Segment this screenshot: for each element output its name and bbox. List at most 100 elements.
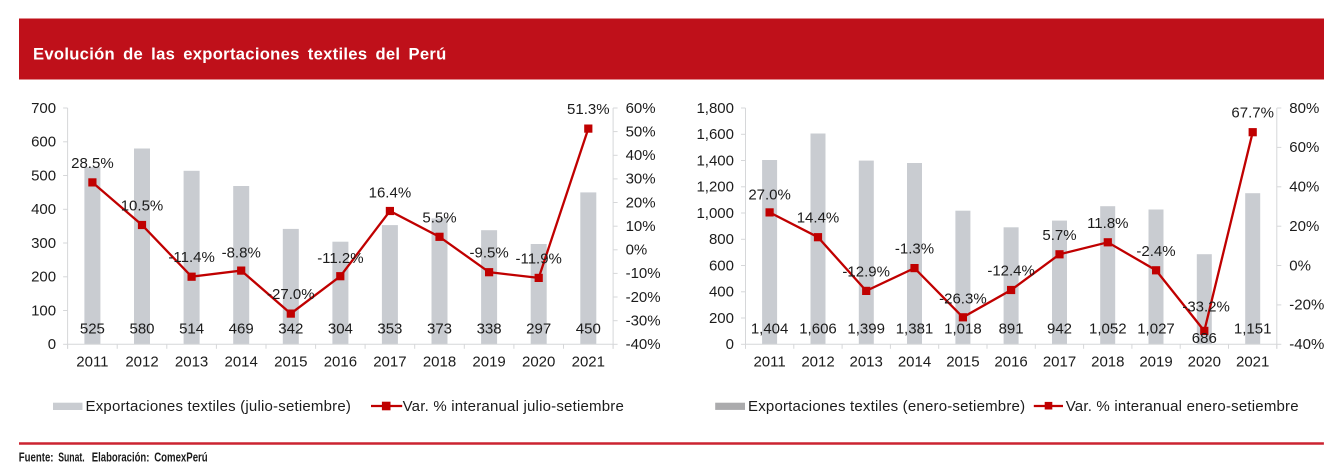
svg-text:30%: 30% [626,171,656,188]
svg-text:16.4%: 16.4% [369,185,412,202]
svg-text:1,018: 1,018 [944,321,982,338]
svg-text:Var. % interanual julio-setiem: Var. % interanual julio-setiembre [403,398,624,415]
svg-text:2017: 2017 [1043,354,1076,371]
svg-text:40%: 40% [626,147,656,164]
svg-text:50%: 50% [626,123,656,140]
svg-text:200: 200 [709,310,734,327]
svg-text:2020: 2020 [522,354,555,371]
svg-text:2013: 2013 [850,354,883,371]
svg-text:304: 304 [328,321,353,338]
svg-text:-12.9%: -12.9% [842,263,890,280]
svg-text:2017: 2017 [373,354,406,371]
svg-text:0%: 0% [626,242,648,259]
svg-text:686: 686 [1192,330,1217,347]
svg-text:51.3%: 51.3% [567,101,610,118]
svg-text:60%: 60% [1289,139,1319,156]
svg-text:2011: 2011 [753,354,785,371]
svg-text:14.4%: 14.4% [797,210,840,227]
svg-text:600: 600 [709,257,734,274]
svg-text:1,151: 1,151 [1234,321,1272,338]
svg-text:700: 700 [31,100,56,117]
svg-text:-11.2%: -11.2% [317,250,363,267]
svg-text:5.5%: 5.5% [422,209,456,226]
svg-text:2013: 2013 [175,354,208,371]
svg-text:891: 891 [999,321,1024,338]
svg-text:500: 500 [31,167,56,184]
svg-text:2018: 2018 [423,354,456,371]
svg-text:942: 942 [1047,321,1072,338]
svg-text:10.5%: 10.5% [121,198,164,215]
svg-text:5.7%: 5.7% [1042,227,1076,244]
svg-text:ComexPerú: ComexPerú [154,450,208,464]
svg-text:60%: 60% [626,100,656,117]
svg-text:297: 297 [526,321,551,338]
svg-text:-40%: -40% [1289,336,1324,353]
svg-text:0: 0 [48,336,56,353]
svg-text:-26.3%: -26.3% [939,291,987,308]
svg-text:1,400: 1,400 [696,152,734,169]
svg-text:Exportaciones textiles (julio-: Exportaciones textiles (julio-setiembre) [86,398,352,415]
svg-text:2014: 2014 [898,354,931,371]
svg-text:338: 338 [477,321,502,338]
svg-text:-33.2%: -33.2% [1182,298,1230,315]
svg-text:514: 514 [179,321,204,338]
svg-text:2019: 2019 [472,354,505,371]
svg-text:11.8%: 11.8% [1087,215,1128,232]
svg-text:400: 400 [31,201,56,218]
svg-text:450: 450 [576,321,601,338]
svg-text:-27.0%: -27.0% [267,286,315,303]
svg-text:469: 469 [229,321,254,338]
svg-text:2015: 2015 [946,354,979,371]
svg-text:1,027: 1,027 [1137,321,1175,338]
svg-text:-20%: -20% [1289,297,1324,314]
svg-text:2012: 2012 [125,354,158,371]
svg-text:300: 300 [31,235,56,252]
svg-text:27.0%: 27.0% [748,186,791,203]
svg-text:1,399: 1,399 [847,321,885,338]
svg-text:-20%: -20% [626,289,661,306]
svg-text:-9.5%: -9.5% [470,245,509,262]
svg-text:353: 353 [377,321,402,338]
svg-text:Var. % interanual enero-setiem: Var. % interanual enero-setiembre [1066,398,1299,415]
svg-text:20%: 20% [626,194,656,211]
svg-text:400: 400 [709,284,734,301]
svg-text:40%: 40% [1289,179,1319,196]
svg-text:Elaboración:: Elaboración: [92,450,150,464]
svg-text:1,052: 1,052 [1089,321,1127,338]
svg-text:200: 200 [31,269,56,286]
svg-text:1,606: 1,606 [799,321,837,338]
svg-text:2019: 2019 [1139,354,1172,371]
svg-text:100: 100 [31,302,56,319]
svg-text:1,200: 1,200 [696,179,734,196]
svg-text:1,800: 1,800 [696,100,734,117]
svg-text:-40%: -40% [626,336,661,353]
svg-text:80%: 80% [1289,100,1319,117]
svg-text:1,000: 1,000 [696,205,734,222]
svg-text:-10%: -10% [626,265,661,282]
svg-text:-2.4%: -2.4% [1136,243,1175,260]
svg-text:2011: 2011 [76,354,108,371]
svg-text:1,381: 1,381 [896,321,934,338]
svg-text:2018: 2018 [1091,354,1124,371]
svg-text:1,404: 1,404 [751,321,789,338]
svg-text:-12.4%: -12.4% [987,263,1035,280]
svg-text:525: 525 [80,321,105,338]
svg-text:28.5%: 28.5% [71,155,114,172]
svg-text:-11.4%: -11.4% [168,249,214,266]
svg-text:-1.3%: -1.3% [895,241,934,258]
svg-text:Evolución de las exportaciones: Evolución de las exportaciones textiles … [33,44,447,63]
svg-text:580: 580 [129,321,154,338]
svg-text:342: 342 [278,321,303,338]
svg-text:Sunat.: Sunat. [58,450,85,464]
svg-text:20%: 20% [1289,218,1319,235]
svg-text:2016: 2016 [994,354,1027,371]
svg-text:2015: 2015 [274,354,307,371]
svg-text:0%: 0% [1289,257,1311,274]
svg-text:1,600: 1,600 [696,126,734,143]
svg-text:2016: 2016 [324,354,357,371]
svg-text:2012: 2012 [801,354,834,371]
svg-text:-30%: -30% [626,313,661,330]
svg-text:Fuente:: Fuente: [19,450,54,464]
svg-text:-11.9%: -11.9% [515,250,561,267]
svg-text:Exportaciones textiles (enero-: Exportaciones textiles (enero-setiembre) [748,398,1025,415]
